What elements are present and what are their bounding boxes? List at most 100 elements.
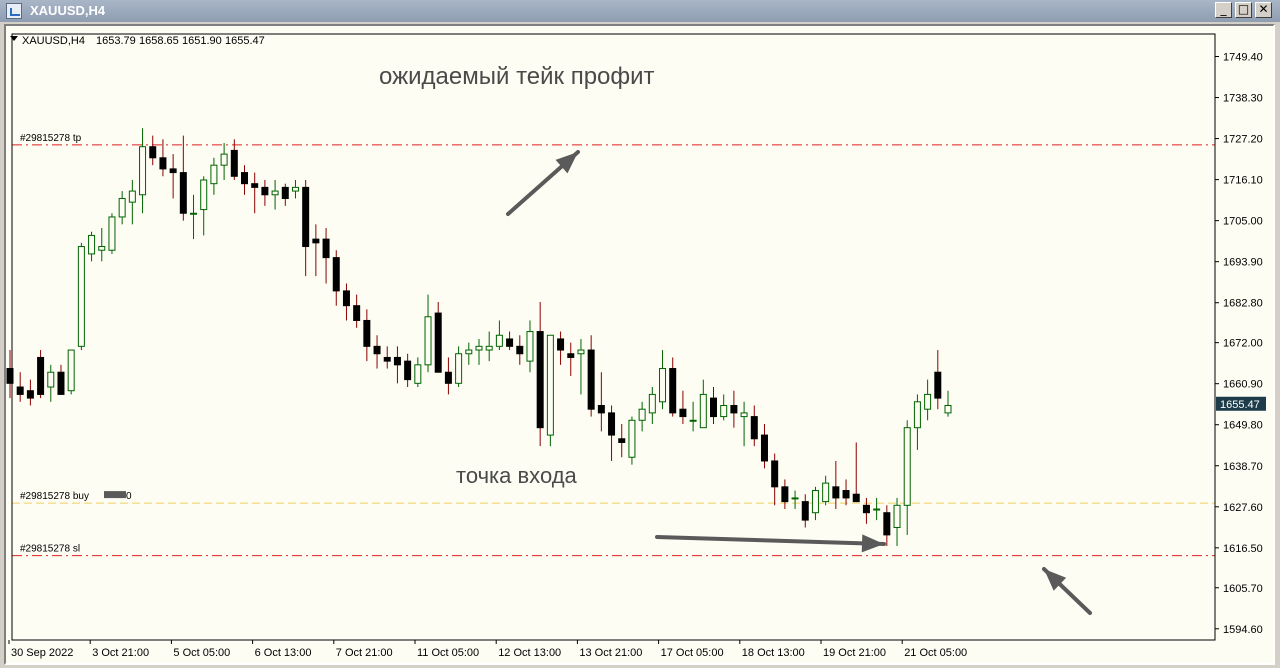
candle (934, 350, 942, 410)
candle-body-bull (659, 368, 667, 403)
candle-body-bear (444, 371, 452, 384)
candle (383, 346, 391, 369)
candle-body-bull (546, 334, 554, 436)
candle-body-bull (873, 508, 881, 511)
candle (557, 331, 565, 365)
time-tick-label: 18 Oct 13:00 (742, 647, 805, 659)
candle-body-bear (750, 416, 758, 440)
candle-body-bull (495, 334, 503, 347)
time-tick-label: 3 Oct 21:00 (92, 647, 149, 659)
candle (26, 379, 34, 406)
candle (332, 250, 340, 306)
candle (291, 179, 299, 199)
candle-body-bear (6, 368, 14, 384)
candle (913, 394, 921, 450)
time-tick-label: 19 Oct 21:00 (823, 647, 886, 659)
candle-body-bull (190, 212, 198, 215)
candle (811, 486, 819, 521)
candle (771, 453, 779, 506)
price-chart[interactable]: #29815278 tp #29815278 buy 0 #29815278 sl 1… (6, 26, 1273, 663)
annotation-arrows (506, 150, 1092, 615)
candle-body-bull (128, 190, 136, 203)
candle-body-bull (108, 216, 116, 251)
candle (302, 179, 310, 277)
candle (903, 420, 911, 535)
candle-body-bear (251, 183, 259, 188)
candle-body-bull (455, 353, 463, 384)
symbol-timeframe: XAUUSD,H4 (22, 35, 85, 47)
chart-frame: #29815278 tp #29815278 buy 0 #29815278 sl 1… (4, 24, 1275, 665)
candle-body-bear (57, 371, 65, 395)
candle-body-bear (434, 312, 442, 373)
candle-body-bear (332, 257, 340, 292)
candle (536, 301, 544, 447)
ohlc-low: 1651.90 (182, 35, 222, 47)
price-tick-label: 1605.70 (1223, 583, 1263, 595)
candle (322, 228, 330, 284)
candle (271, 179, 279, 210)
candle-body-bear (587, 349, 595, 410)
candle (842, 479, 850, 506)
candle-body-bull (485, 345, 493, 351)
candle-body-bear (597, 404, 605, 414)
maximize-button[interactable]: □ (1235, 2, 1252, 18)
candle-body-bear (404, 360, 412, 381)
candle-body-bull (944, 404, 952, 414)
price-tick-label: 1738.30 (1223, 93, 1263, 105)
candle (832, 460, 840, 510)
chart-dropdown-icon[interactable] (10, 36, 18, 41)
candle-body-bear (312, 238, 320, 244)
candle (404, 353, 412, 388)
price-tick-label: 1693.90 (1223, 257, 1263, 269)
candle (485, 331, 493, 362)
candle (791, 490, 799, 510)
minimize-button[interactable]: _ (1215, 2, 1232, 18)
candle (465, 342, 473, 365)
price-tick-label: 1660.90 (1223, 379, 1263, 391)
price-tick-label: 1705.00 (1223, 216, 1263, 228)
candle-body-bear (37, 356, 45, 395)
candle-body-bear (771, 460, 779, 488)
current-price-label: 1655.47 (1220, 399, 1260, 411)
candle (281, 183, 289, 206)
candle-body-bear (760, 434, 768, 462)
candle-body-bear (383, 356, 391, 362)
candle (628, 416, 636, 465)
candle-body-bear (608, 412, 616, 436)
candle-body-bull (893, 504, 901, 528)
tp-arrow (506, 150, 580, 216)
ohlc-close: 1655.47 (225, 35, 265, 47)
candle-body-bear (536, 331, 544, 429)
candle-body-bear (169, 168, 177, 174)
level-label: #29815278 buy (20, 491, 89, 502)
candle-body-bear (261, 186, 269, 196)
candle-body-bear (159, 157, 167, 170)
candle (414, 357, 422, 388)
candle-body-bear (353, 305, 361, 321)
price-tick-label: 1594.60 (1223, 624, 1263, 636)
candle (67, 349, 75, 395)
candle (241, 165, 248, 195)
plot-border (11, 33, 1216, 641)
close-button[interactable]: ✕ (1255, 2, 1272, 18)
candle-body-bull (791, 497, 799, 500)
candle-body-bull (291, 186, 299, 192)
candle (587, 335, 595, 417)
candle-body-bull (210, 164, 218, 185)
candle (57, 364, 65, 395)
candle (883, 505, 891, 546)
candle-body-bull (67, 349, 75, 392)
candle (648, 387, 656, 424)
candle (261, 179, 269, 206)
candle-body-bull (271, 190, 279, 196)
candle (373, 335, 381, 369)
candle (455, 346, 463, 388)
candle (506, 331, 514, 351)
candle-body-bull (628, 419, 636, 458)
candle-body-bear (842, 490, 850, 499)
ohlc-open: 1653.79 (96, 35, 136, 47)
entry-annotation: точка входа (456, 463, 578, 488)
candle-body-bear (281, 186, 289, 199)
candle (597, 372, 605, 432)
price-tick-label: 1672.00 (1223, 338, 1263, 350)
